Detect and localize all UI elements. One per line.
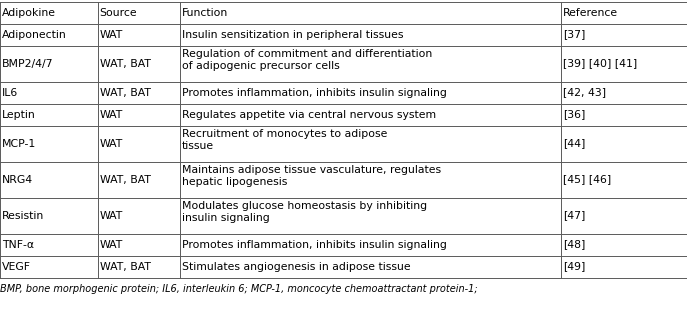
Text: [45] [46]: [45] [46] bbox=[563, 174, 611, 184]
Text: Adipokine: Adipokine bbox=[2, 7, 56, 17]
Text: WAT, BAT: WAT, BAT bbox=[100, 88, 150, 98]
Text: Stimulates angiogenesis in adipose tissue: Stimulates angiogenesis in adipose tissu… bbox=[182, 262, 411, 272]
Text: VEGF: VEGF bbox=[2, 262, 31, 272]
Text: Regulation of commitment and differentiation
of adipogenic precursor cells: Regulation of commitment and differentia… bbox=[182, 49, 432, 71]
Text: TNF-α: TNF-α bbox=[2, 239, 34, 249]
Text: Recruitment of monocytes to adipose
tissue: Recruitment of monocytes to adipose tiss… bbox=[182, 128, 387, 151]
Text: WAT: WAT bbox=[100, 109, 123, 119]
Text: Reference: Reference bbox=[563, 7, 618, 17]
Text: WAT, BAT: WAT, BAT bbox=[100, 262, 150, 272]
Text: Resistin: Resistin bbox=[2, 211, 44, 220]
Text: [42, 43]: [42, 43] bbox=[563, 88, 607, 98]
Text: WAT: WAT bbox=[100, 30, 123, 39]
Text: WAT, BAT: WAT, BAT bbox=[100, 174, 150, 184]
Text: IL6: IL6 bbox=[2, 88, 19, 98]
Text: [37]: [37] bbox=[563, 30, 586, 39]
Text: Leptin: Leptin bbox=[2, 109, 36, 119]
Text: WAT, BAT: WAT, BAT bbox=[100, 58, 150, 68]
Text: WAT: WAT bbox=[100, 211, 123, 220]
Text: Maintains adipose tissue vasculature, regulates
hepatic lipogenesis: Maintains adipose tissue vasculature, re… bbox=[182, 165, 441, 187]
Text: [36]: [36] bbox=[563, 109, 586, 119]
Text: Promotes inflammation, inhibits insulin signaling: Promotes inflammation, inhibits insulin … bbox=[182, 88, 447, 98]
Text: NRG4: NRG4 bbox=[2, 174, 33, 184]
Text: WAT: WAT bbox=[100, 239, 123, 249]
Text: [47]: [47] bbox=[563, 211, 586, 220]
Text: Function: Function bbox=[182, 7, 228, 17]
Text: BMP, bone morphogenic protein; IL6, interleukin 6; MCP-1, moncocyte chemoattract: BMP, bone morphogenic protein; IL6, inte… bbox=[0, 284, 477, 294]
Text: [44]: [44] bbox=[563, 139, 586, 149]
Text: Modulates glucose homeostasis by inhibiting
insulin signaling: Modulates glucose homeostasis by inhibit… bbox=[182, 201, 427, 223]
Text: [48]: [48] bbox=[563, 239, 586, 249]
Text: WAT: WAT bbox=[100, 139, 123, 149]
Text: Adiponectin: Adiponectin bbox=[2, 30, 67, 39]
Text: Promotes inflammation, inhibits insulin signaling: Promotes inflammation, inhibits insulin … bbox=[182, 239, 447, 249]
Text: BMP2/4/7: BMP2/4/7 bbox=[2, 58, 54, 68]
Text: MCP-1: MCP-1 bbox=[2, 139, 36, 149]
Text: [49]: [49] bbox=[563, 262, 586, 272]
Text: Regulates appetite via central nervous system: Regulates appetite via central nervous s… bbox=[182, 109, 436, 119]
Text: Insulin sensitization in peripheral tissues: Insulin sensitization in peripheral tiss… bbox=[182, 30, 403, 39]
Text: [39] [40] [41]: [39] [40] [41] bbox=[563, 58, 638, 68]
Text: Source: Source bbox=[100, 7, 137, 17]
